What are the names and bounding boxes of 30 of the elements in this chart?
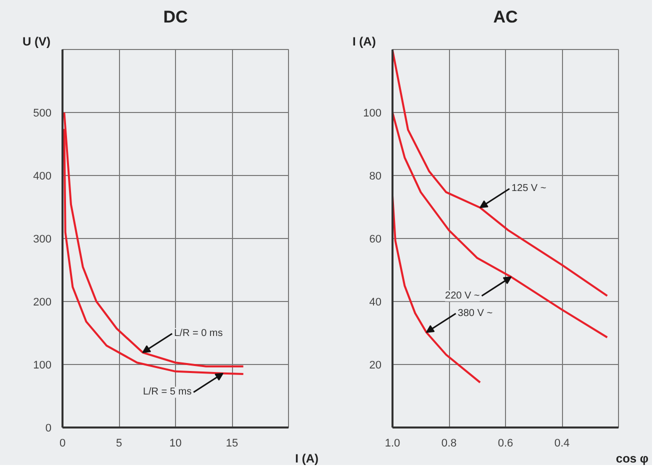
x-tick-label: 0.6: [498, 438, 514, 450]
x-tick-label: 5: [116, 438, 122, 450]
x-tick-label: 15: [226, 438, 238, 450]
y-tick-label: 400: [33, 170, 52, 182]
x-tick-label: 0.4: [554, 438, 570, 450]
annotation: 220 V ~: [445, 290, 480, 302]
annotation: 380 V ~: [458, 308, 493, 319]
chart-title: DC: [163, 8, 188, 26]
y-tick-label: 100: [33, 360, 52, 372]
x-tick-label: 10: [169, 438, 182, 450]
y-tick-label: 80: [369, 170, 382, 182]
x-tick-label: 0: [59, 438, 66, 450]
y-axis-title: I (A): [352, 34, 376, 48]
annotation: L/R = 5 ms: [142, 386, 192, 398]
y-tick-label: 300: [33, 234, 52, 246]
y-tick-label: 20: [369, 360, 382, 372]
y-tick-label: 0: [45, 422, 52, 434]
x-axis-title: I (A): [295, 452, 319, 466]
x-tick-label: 0.8: [441, 438, 457, 450]
y-axis-title: U (V): [22, 34, 50, 48]
y-tick-label: 500: [33, 108, 52, 120]
annotation: 125 V ~: [511, 183, 546, 194]
annotation: L/R = 0 ms: [174, 328, 223, 340]
y-tick-label: 100: [363, 108, 382, 120]
x-tick-label: 1.0: [384, 438, 400, 450]
y-tick-label: 200: [33, 296, 52, 308]
y-tick-label: 60: [369, 234, 382, 246]
y-tick-label: 40: [369, 296, 382, 308]
x-axis-title: cos φ: [616, 452, 649, 466]
chart-title: AC: [493, 8, 518, 26]
